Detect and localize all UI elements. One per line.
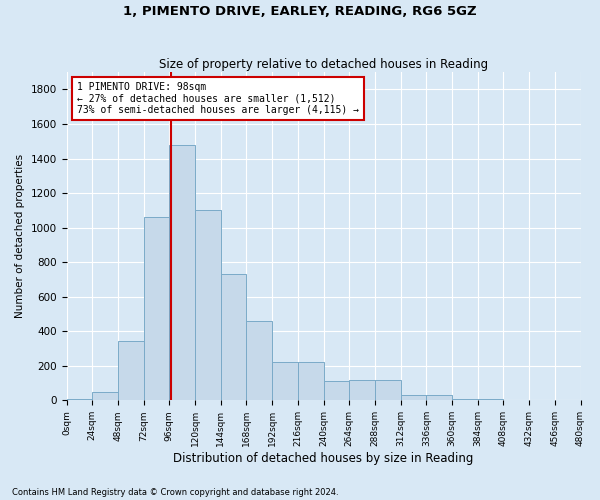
Bar (247, 321, 272, 400)
Bar (401, 395, 427, 400)
Bar (323, 382, 349, 400)
Text: 1 PIMENTO DRIVE: 98sqm
← 27% of detached houses are smaller (1,512)
73% of semi-: 1 PIMENTO DRIVE: 98sqm ← 27% of detached… (77, 82, 359, 115)
Bar (478, 398, 503, 400)
Bar (427, 395, 452, 400)
Bar (375, 380, 401, 400)
Bar (195, 210, 221, 400)
Bar (298, 362, 323, 401)
Title: Size of property relative to detached houses in Reading: Size of property relative to detached ho… (159, 58, 488, 71)
Bar (118, 341, 143, 400)
Bar (221, 274, 247, 400)
Text: 1, PIMENTO DRIVE, EARLEY, READING, RG6 5GZ: 1, PIMENTO DRIVE, EARLEY, READING, RG6 5… (123, 5, 477, 18)
Text: Contains HM Land Registry data © Crown copyright and database right 2024.: Contains HM Land Registry data © Crown c… (12, 488, 338, 497)
Bar (92, 392, 118, 400)
Y-axis label: Number of detached properties: Number of detached properties (15, 154, 25, 318)
Bar (143, 218, 169, 400)
Bar (452, 398, 478, 400)
X-axis label: Distribution of detached houses by size in Reading: Distribution of detached houses by size … (173, 452, 474, 465)
Bar (349, 380, 375, 400)
Bar (272, 362, 298, 401)
Bar (169, 144, 195, 400)
